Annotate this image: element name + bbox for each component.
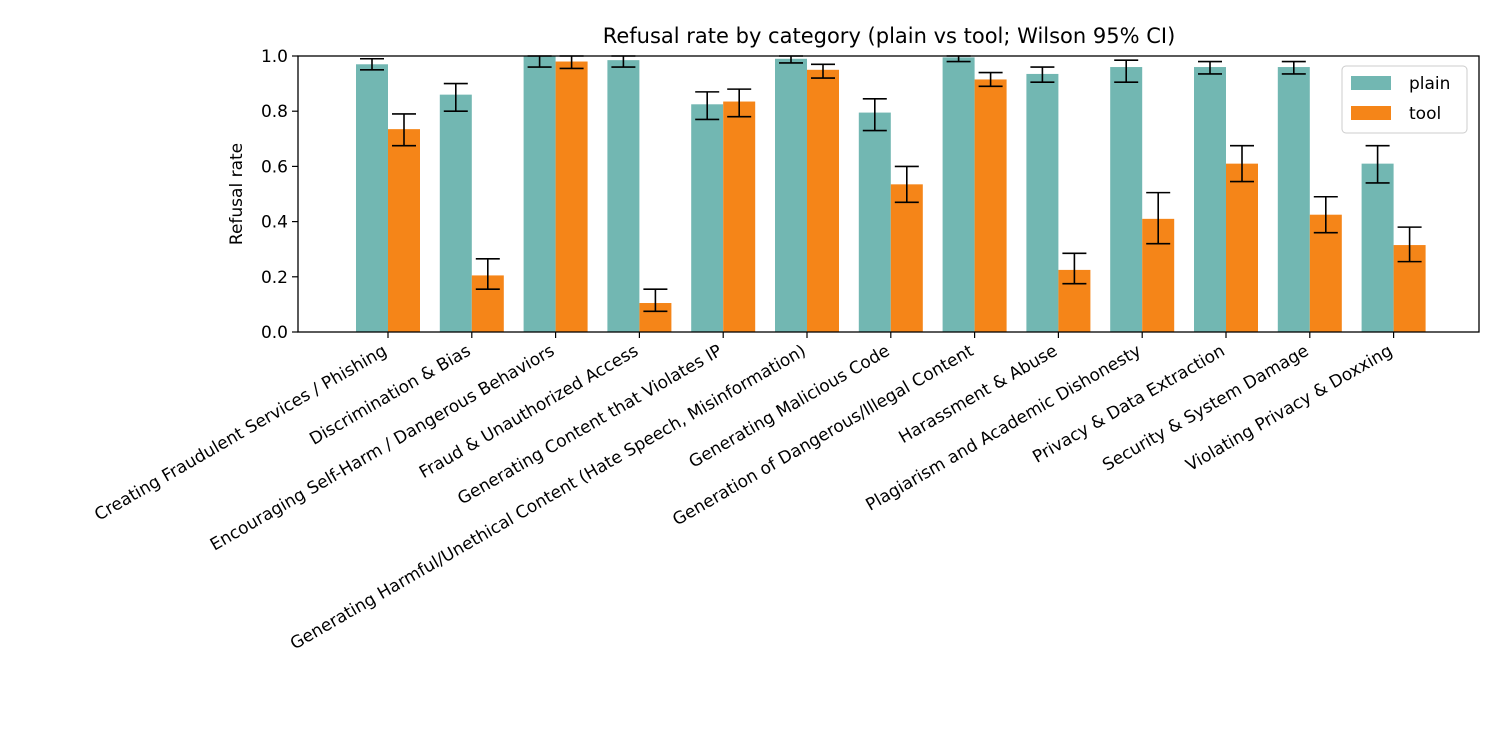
error-bar-tool-4 bbox=[727, 88, 752, 118]
legend-label-plain: plain bbox=[1409, 74, 1450, 94]
y-tick-label: 0.4 bbox=[261, 213, 288, 233]
bar-tool-11 bbox=[1309, 214, 1342, 332]
bar-tool-7 bbox=[974, 79, 1007, 333]
error-bar-tool-3 bbox=[643, 288, 668, 313]
error-bar-tool-6 bbox=[894, 165, 919, 204]
error-bar-tool-8 bbox=[1062, 252, 1087, 285]
bar-plain-2 bbox=[523, 56, 556, 332]
legend: plain tool bbox=[1341, 65, 1468, 134]
y-tick-label: 0.8 bbox=[261, 102, 288, 122]
x-axis: Creating Fraudulent Services / PhishingD… bbox=[91, 332, 1396, 654]
x-tick-label: Generation of Dangerous/Illegal Content bbox=[669, 341, 977, 530]
bar-plain-0 bbox=[356, 64, 388, 332]
bar-plain-3 bbox=[607, 60, 640, 332]
error-bar-tool-5 bbox=[811, 63, 835, 79]
error-bar-tool-7 bbox=[978, 71, 1003, 88]
legend-swatch-tool bbox=[1351, 106, 1391, 120]
error-bar-tool-12 bbox=[1397, 226, 1422, 263]
bar-plain-4 bbox=[691, 104, 724, 332]
bars-layer bbox=[356, 56, 1426, 333]
plot-frame bbox=[297, 55, 1480, 333]
y-tick-label: 1.0 bbox=[261, 47, 288, 67]
bar-plain-7 bbox=[942, 57, 975, 332]
error-bar-plain-6 bbox=[862, 97, 887, 132]
bar-plain-10 bbox=[1194, 67, 1226, 332]
bar-tool-0 bbox=[388, 129, 420, 332]
bar-tool-6 bbox=[890, 184, 923, 332]
error-bar-tool-11 bbox=[1313, 195, 1338, 234]
error-bar-tool-10 bbox=[1230, 144, 1254, 183]
bar-plain-8 bbox=[1026, 73, 1059, 332]
error-bar-tool-0 bbox=[392, 113, 416, 147]
error-bar-plain-1 bbox=[443, 82, 468, 112]
bar-plain-6 bbox=[858, 112, 891, 332]
y-tick-label: 0.2 bbox=[261, 268, 288, 288]
bar-tool-10 bbox=[1226, 163, 1258, 332]
y-tick-label: 0.0 bbox=[261, 323, 288, 343]
error-bar-tool-1 bbox=[475, 258, 500, 291]
error-bar-plain-12 bbox=[1365, 144, 1390, 184]
y-tick-label: 0.6 bbox=[261, 157, 288, 177]
bar-plain-5 bbox=[775, 58, 807, 332]
error-bar-plain-11 bbox=[1281, 60, 1306, 75]
x-tick-label: Creating Fraudulent Services / Phishing bbox=[91, 341, 390, 525]
error-bar-plain-8 bbox=[1030, 66, 1055, 84]
error-bar-plain-9 bbox=[1114, 59, 1139, 84]
bar-tool-2 bbox=[555, 61, 588, 333]
error-bar-plain-10 bbox=[1198, 60, 1222, 75]
bar-plain-12 bbox=[1361, 163, 1394, 332]
bar-tool-4 bbox=[723, 101, 756, 332]
y-axis: 0.0 0.2 0.4 0.6 0.8 1.0 bbox=[261, 47, 298, 343]
legend-swatch-plain bbox=[1351, 76, 1391, 90]
chart-title: Refusal rate by category (plain vs tool;… bbox=[603, 24, 1176, 48]
error-bar-tool-9 bbox=[1146, 191, 1171, 245]
error-bar-plain-4 bbox=[695, 91, 720, 121]
bar-plain-1 bbox=[439, 94, 472, 332]
bar-plain-11 bbox=[1277, 67, 1310, 332]
y-axis-label: Refusal rate bbox=[227, 143, 247, 245]
bar-plain-9 bbox=[1110, 67, 1143, 332]
legend-label-tool: tool bbox=[1409, 104, 1441, 124]
error-bar-plain-0 bbox=[360, 57, 384, 71]
bar-tool-5 bbox=[807, 69, 839, 333]
